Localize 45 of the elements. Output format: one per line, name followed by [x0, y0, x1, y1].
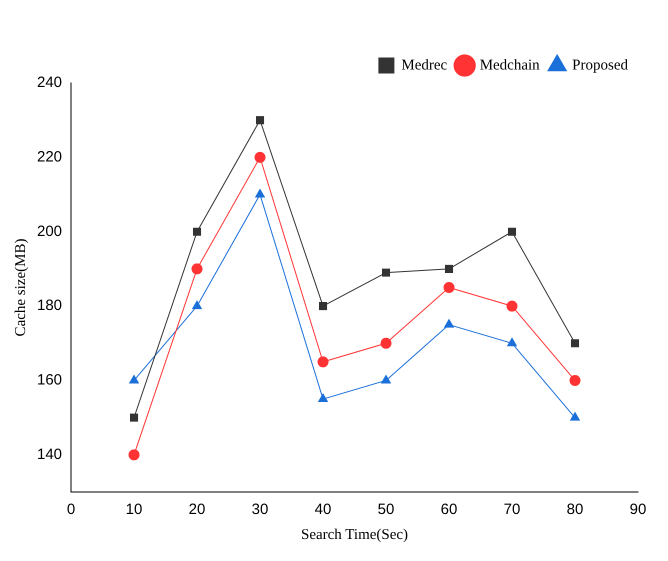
- point: [508, 228, 516, 236]
- y-axis-title: Cache size(MB): [12, 238, 29, 336]
- point: [318, 302, 328, 310]
- x-tick-label: 0: [66, 501, 76, 518]
- point: [444, 282, 455, 293]
- x-tick-label: 60: [440, 501, 458, 518]
- point: [318, 356, 329, 368]
- x-tick-label: 90: [630, 501, 646, 518]
- point: [130, 414, 138, 422]
- point: [570, 412, 580, 421]
- y-tick-label: 200: [36, 222, 62, 240]
- x-axis-title: Search Time(Sec): [300, 526, 408, 543]
- x-tick-label: 50: [378, 501, 394, 518]
- point: [192, 228, 202, 236]
- point: [507, 338, 517, 346]
- x-tick-label: 30: [252, 501, 268, 518]
- point: [318, 394, 328, 402]
- y-tick-label: 140: [36, 446, 62, 463]
- legend-label: Medrec: [401, 57, 448, 74]
- point: [128, 449, 140, 460]
- point: [380, 338, 392, 349]
- legend-label: Medchain: [480, 57, 540, 74]
- x-tick-label: 40: [314, 501, 332, 518]
- x-tick-label: 20: [188, 501, 206, 518]
- point: [444, 319, 454, 328]
- y-tick-label: 160: [36, 372, 62, 389]
- x-tick-label: 10: [126, 501, 142, 518]
- x-tick-label: 70: [504, 501, 520, 518]
- y-tick-label: 220: [36, 148, 62, 166]
- point: [192, 263, 203, 274]
- point: [570, 374, 581, 386]
- y-tick-label: 180: [36, 297, 62, 314]
- point: [255, 189, 265, 198]
- point: [570, 339, 580, 348]
- point: [382, 268, 390, 277]
- point: [381, 374, 391, 384]
- point: [256, 116, 264, 124]
- x-tick-label: 80: [566, 501, 584, 518]
- point: [506, 300, 518, 312]
- point: [192, 300, 202, 310]
- legend-label: Proposed: [572, 57, 628, 74]
- point: [129, 374, 139, 384]
- y-tick-label: 240: [36, 74, 62, 92]
- point: [254, 152, 266, 163]
- point: [444, 264, 454, 273]
